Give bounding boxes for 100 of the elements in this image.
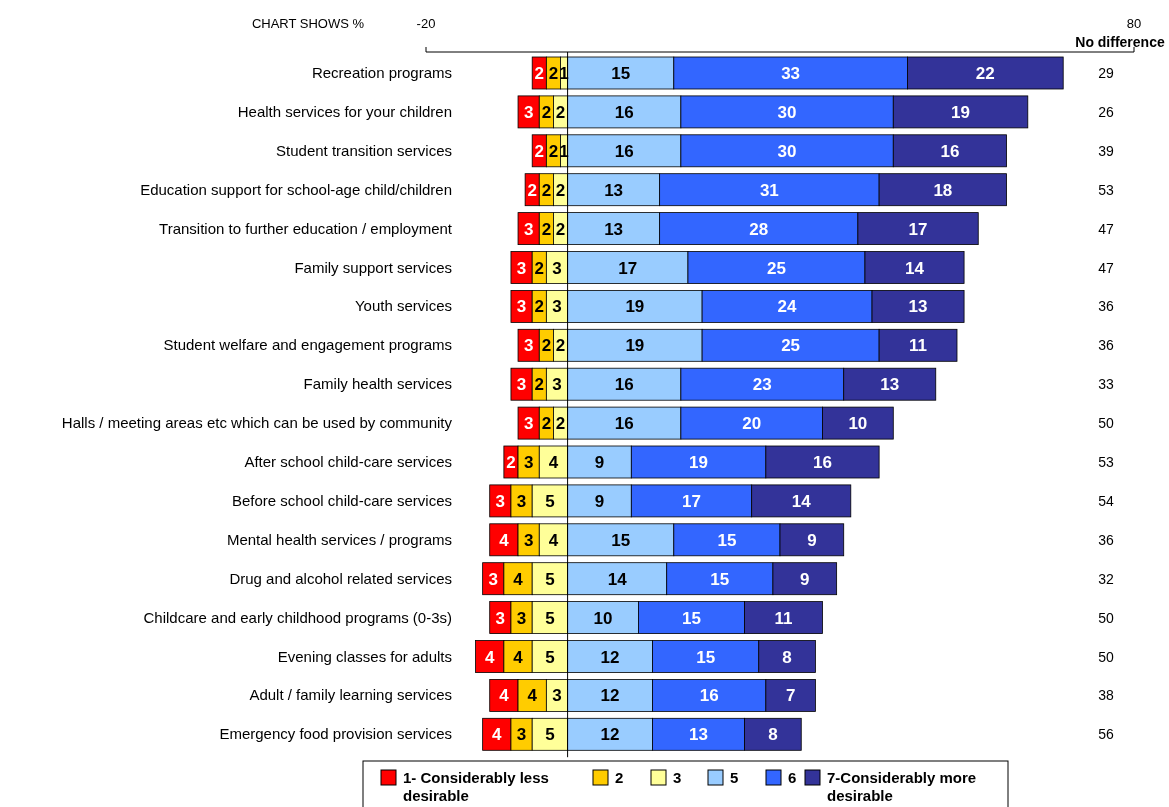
legend-label: 2 <box>615 769 624 786</box>
y-tick-label: Mental health services / programs <box>226 530 452 548</box>
data-label: 22 <box>975 64 995 83</box>
data-label: 2 <box>555 219 566 239</box>
data-label: 4 <box>513 647 524 667</box>
data-label: 2 <box>541 102 552 122</box>
data-label: 2 <box>534 64 545 83</box>
data-label: 13 <box>604 219 624 239</box>
y-tick-label: Education support for school-age child/children <box>140 180 452 198</box>
annotation: 36 <box>1098 298 1114 315</box>
data-label: 13 <box>908 297 928 317</box>
data-label: 28 <box>749 219 769 239</box>
data-label: 7 <box>785 686 796 706</box>
annotation: 39 <box>1098 142 1114 159</box>
data-label: 2 <box>527 180 537 200</box>
y-tick-label: Halls / meeting areas etc which can be used by community <box>61 414 453 432</box>
data-label: 8 <box>768 725 778 745</box>
annotation: 33 <box>1098 376 1114 393</box>
annotation: 47 <box>1098 259 1114 276</box>
y-tick-label: After school child-care services <box>244 453 452 470</box>
data-label: 3 <box>516 258 527 278</box>
y-tick-label: Student welfare and engagement programs <box>163 336 452 354</box>
data-label: 3 <box>552 297 562 317</box>
data-label: 9 <box>800 569 810 589</box>
y-tick-label: Evening classes for adults <box>277 647 452 665</box>
data-label: 4 <box>513 569 524 589</box>
data-label: 16 <box>614 102 634 122</box>
data-label: 10 <box>848 414 868 434</box>
annotation: 53 <box>1098 454 1114 470</box>
text: CHART SHOWS % <box>251 16 365 31</box>
data-label: 3 <box>516 491 527 511</box>
data-label: 25 <box>781 336 801 356</box>
annotation: 32 <box>1098 570 1114 587</box>
legend-label: 1- Considerably less desirable <box>403 769 549 804</box>
y-tick-label: Health services for your children <box>237 102 452 120</box>
annotation: 53 <box>1098 181 1114 198</box>
data-label: 25 <box>767 258 786 278</box>
legend-label: 5 <box>730 769 739 786</box>
y-tick-label: Drug and alcohol related services <box>229 569 452 587</box>
y-tick-label: Before school child-care services <box>231 491 452 509</box>
annotation: 26 <box>1098 103 1114 120</box>
data-label: 9 <box>594 453 605 472</box>
data-label: 30 <box>777 102 797 122</box>
data-label: 3 <box>523 219 534 239</box>
data-label: 3 <box>516 297 527 317</box>
data-label: 5 <box>545 647 555 667</box>
data-label: 10 <box>593 608 613 628</box>
annotation: 38 <box>1098 687 1114 704</box>
data-label: 2 <box>534 375 545 395</box>
data-label: 2 <box>534 141 545 161</box>
y-tick-label: Transition to further education / employment <box>159 219 453 237</box>
data-label: 3 <box>523 102 534 122</box>
data-label: 2 <box>541 180 552 200</box>
data-label: 3 <box>552 686 562 706</box>
data-label: 13 <box>689 725 709 745</box>
annotation: 50 <box>1098 415 1114 432</box>
legend-label: 7-Considerably more desirable <box>827 769 977 804</box>
data-label: 14 <box>607 569 628 589</box>
data-label: 14 <box>791 491 812 511</box>
y-tick-label: Student transition services <box>276 141 452 159</box>
data-label: 12 <box>600 725 620 745</box>
data-label: 3 <box>523 530 534 550</box>
data-label: 2 <box>555 336 566 356</box>
data-label: 3 <box>516 725 527 745</box>
annotation: 50 <box>1098 609 1114 626</box>
legend-label: 3 <box>673 769 682 786</box>
data-label: 3 <box>523 414 534 434</box>
y-tick-label: Childcare and early childhood programs (0-3s) <box>143 608 452 626</box>
data-label: 12 <box>600 686 620 706</box>
data-label: 5 <box>545 491 555 511</box>
legend-label: 6 <box>788 769 797 786</box>
data-label: 4 <box>548 453 559 472</box>
data-label: 9 <box>594 491 605 511</box>
data-label: 11 <box>909 336 928 356</box>
data-label: 3 <box>516 608 527 628</box>
data-label: 16 <box>614 141 634 161</box>
data-label: 24 <box>777 297 798 317</box>
annotation: 54 <box>1098 492 1114 509</box>
annotation: 56 <box>1098 726 1114 743</box>
data-label: 16 <box>614 414 634 434</box>
data-label: 4 <box>499 686 510 706</box>
data-label: 19 <box>689 453 709 472</box>
data-label: 2 <box>541 219 552 239</box>
data-label: 16 <box>940 141 960 161</box>
data-label: 15 <box>611 64 631 83</box>
annotation: 29 <box>1098 65 1114 81</box>
data-label: 4 <box>527 686 538 706</box>
data-label: 3 <box>495 608 506 628</box>
data-label: 3 <box>488 569 498 589</box>
data-label: 5 <box>545 725 555 745</box>
data-label: 13 <box>604 180 624 200</box>
data-label: 3 <box>552 258 562 278</box>
data-label: 5 <box>545 569 555 589</box>
data-label: 3 <box>552 375 562 395</box>
data-label: 5 <box>545 608 555 628</box>
data-label: 15 <box>710 569 730 589</box>
data-label: 3 <box>523 453 534 472</box>
data-label: 16 <box>614 375 634 395</box>
data-label: 11 <box>774 608 793 628</box>
data-label: 2 <box>534 297 545 317</box>
